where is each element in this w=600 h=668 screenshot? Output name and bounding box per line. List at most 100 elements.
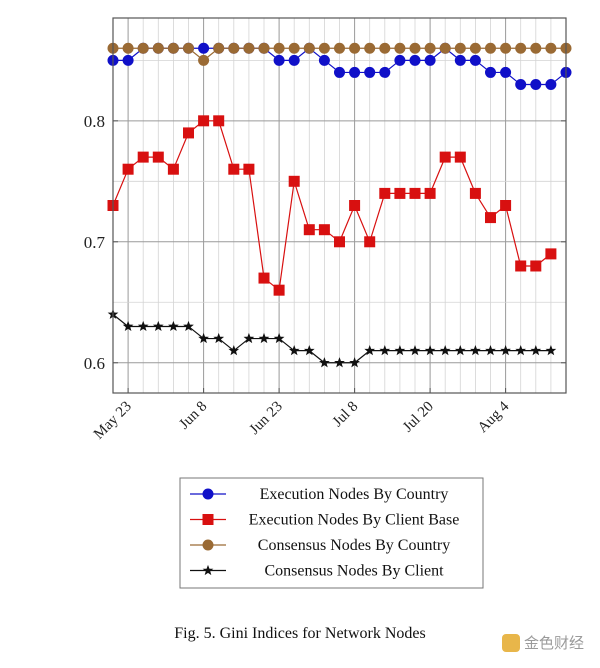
chart: 0.6 0.7 0.8 May 23 Jun 8 Jun 23 Jul 8 Jul 20 Aug… (84, 17, 572, 589)
data-point (364, 66, 376, 78)
data-point (334, 357, 345, 368)
watermark-text: 金色财经 (523, 634, 584, 652)
data-point (288, 42, 300, 54)
data-point (454, 151, 466, 163)
data-point (470, 345, 481, 356)
series-layer (107, 42, 572, 368)
data-point (258, 332, 270, 344)
legend-label: Consensus Nodes By Country (258, 537, 450, 554)
data-point (152, 151, 164, 163)
y-tick-label: 0.6 (84, 354, 105, 373)
data-point (394, 54, 406, 66)
data-point (545, 248, 557, 260)
plot-frame (112, 17, 567, 394)
grid (113, 18, 566, 393)
data-point (243, 42, 255, 54)
data-point (515, 260, 527, 272)
x-tick-label: Jul 20 (400, 399, 437, 436)
data-point (318, 54, 330, 66)
data-point (273, 42, 285, 54)
data-point (334, 42, 345, 54)
data-point (349, 42, 361, 54)
y-tick-label: 0.7 (84, 233, 106, 252)
legend-label: Consensus Nodes By Client (264, 563, 444, 580)
data-point (198, 54, 210, 66)
data-point (168, 320, 179, 332)
legend-label: Execution Nodes By Country (260, 486, 449, 503)
data-point (530, 42, 542, 54)
y-tick-label: 0.8 (84, 112, 105, 131)
data-point (439, 42, 451, 54)
series-3 (107, 42, 572, 66)
data-point (273, 332, 285, 344)
x-tick-label: Jul 8 (330, 399, 362, 431)
legend-marker (202, 539, 214, 551)
data-point (379, 66, 391, 78)
data-point (485, 66, 496, 78)
data-point (243, 163, 255, 175)
data-point (515, 42, 527, 54)
data-point (500, 66, 512, 78)
data-point (318, 42, 330, 54)
data-point (228, 163, 240, 175)
legend-marker (202, 514, 214, 525)
x-tick-label: Jun 8 (176, 399, 210, 433)
data-point (183, 320, 194, 332)
data-point (469, 42, 481, 54)
watermark-logo-icon (501, 633, 520, 652)
data-point (122, 163, 134, 175)
data-point (122, 54, 134, 66)
data-point (364, 236, 376, 248)
data-point (500, 42, 512, 54)
data-point (303, 224, 315, 236)
data-point (288, 54, 300, 66)
legend-marker (202, 488, 214, 500)
legend-entry: Consensus Nodes By Country (190, 537, 450, 554)
legend-entry: Execution Nodes By Client Base (190, 512, 459, 529)
data-point (273, 54, 285, 66)
data-point (364, 345, 376, 356)
data-point (394, 42, 406, 54)
data-point (394, 187, 406, 199)
legend-entry: Consensus Nodes By Client (190, 563, 444, 580)
data-point (183, 42, 194, 54)
data-point (409, 187, 421, 199)
data-point (349, 357, 360, 368)
legend-entry: Execution Nodes By Country (190, 486, 448, 503)
data-point (500, 345, 511, 356)
data-point (485, 345, 496, 356)
data-point (273, 284, 285, 296)
data-point (439, 345, 451, 356)
data-point (424, 42, 436, 54)
watermark: 金色财经 (501, 632, 584, 653)
data-point (198, 115, 210, 127)
data-point (349, 66, 361, 78)
data-point (213, 42, 225, 54)
data-point (319, 357, 330, 368)
data-point (228, 345, 240, 356)
data-point (379, 42, 391, 54)
data-point (379, 345, 391, 356)
data-point (409, 345, 421, 356)
data-point (122, 320, 134, 332)
data-point (545, 79, 557, 91)
legend-box (179, 477, 484, 589)
data-point (137, 42, 149, 54)
data-point (409, 42, 421, 54)
series-line (112, 120, 552, 292)
data-point (515, 79, 527, 91)
data-point (183, 127, 194, 139)
data-point (152, 42, 164, 54)
data-point (228, 42, 240, 54)
data-point (167, 163, 179, 175)
data-point (485, 212, 496, 224)
data-point (213, 115, 225, 127)
data-point (364, 42, 376, 54)
data-point (258, 272, 270, 284)
data-point (213, 332, 225, 344)
legend-label: Execution Nodes By Client Base (249, 512, 460, 529)
x-tick-label: May 23 (91, 399, 135, 443)
figure-caption: Fig. 5. Gini Indices for Network Nodes (174, 625, 426, 642)
data-point (454, 42, 466, 54)
data-point (334, 66, 345, 78)
